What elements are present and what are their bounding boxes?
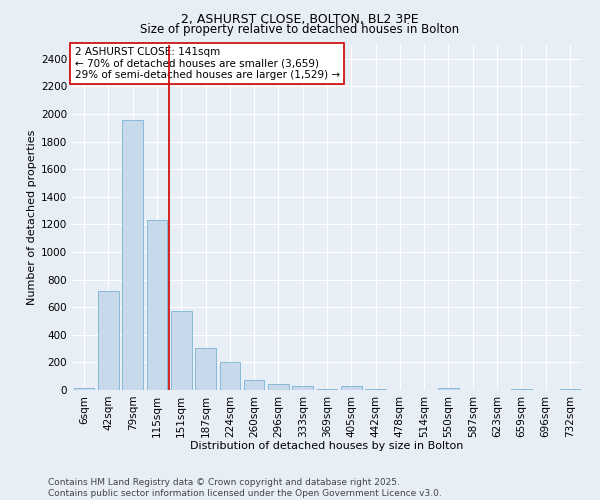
Bar	[74, 388, 94, 390]
Y-axis label: Number of detached properties: Number of detached properties	[27, 130, 37, 305]
Bar	[122, 120, 143, 390]
Bar	[244, 380, 265, 390]
X-axis label: Distribution of detached houses by size in Bolton: Distribution of detached houses by size …	[190, 441, 464, 451]
Bar	[146, 220, 167, 390]
Bar	[98, 292, 119, 390]
Bar	[195, 348, 216, 390]
Bar	[341, 386, 362, 390]
Text: Contains HM Land Registry data © Crown copyright and database right 2025.
Contai: Contains HM Land Registry data © Crown c…	[48, 478, 442, 498]
Bar	[438, 388, 459, 390]
Bar	[268, 384, 289, 390]
Text: 2 ASHURST CLOSE: 141sqm
← 70% of detached houses are smaller (3,659)
29% of semi: 2 ASHURST CLOSE: 141sqm ← 70% of detache…	[74, 46, 340, 80]
Bar	[220, 362, 240, 390]
Text: Size of property relative to detached houses in Bolton: Size of property relative to detached ho…	[140, 22, 460, 36]
Bar	[292, 386, 313, 390]
Bar	[171, 310, 191, 390]
Text: 2, ASHURST CLOSE, BOLTON, BL2 3PE: 2, ASHURST CLOSE, BOLTON, BL2 3PE	[181, 12, 419, 26]
